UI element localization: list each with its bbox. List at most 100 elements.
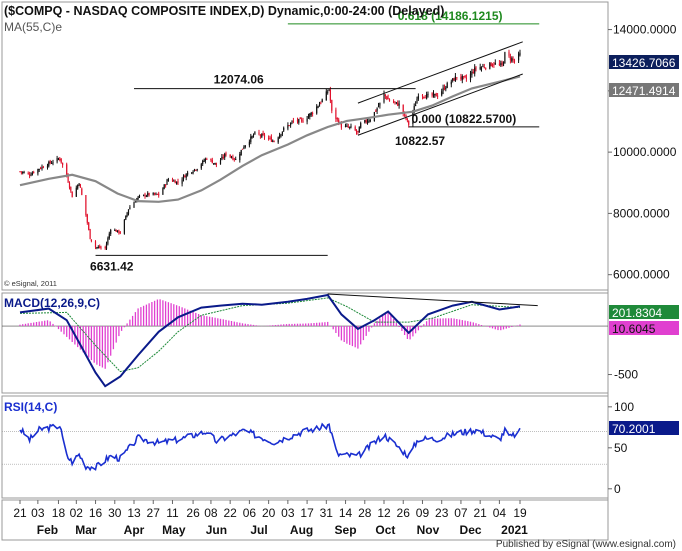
macd-tick-label: -500 xyxy=(614,368,638,382)
day-tick-label: 23 xyxy=(435,506,449,520)
candle-body xyxy=(268,138,269,139)
candle-body xyxy=(99,246,100,247)
candle-body xyxy=(312,113,313,114)
candle-body xyxy=(129,207,130,209)
candle-body xyxy=(90,229,91,239)
candle-body xyxy=(298,119,299,123)
candle-body xyxy=(95,241,96,247)
candle-body xyxy=(30,175,31,176)
candle-body xyxy=(345,126,346,127)
day-tick-label: 28 xyxy=(358,506,372,520)
candle-body xyxy=(166,180,167,185)
candle-body xyxy=(470,74,471,80)
candle-body xyxy=(127,213,128,216)
candle-body xyxy=(47,166,48,168)
candle-body xyxy=(422,95,423,96)
candle-body xyxy=(379,103,380,106)
candle-body xyxy=(205,159,206,161)
candle-body xyxy=(331,100,332,111)
candle-body xyxy=(58,159,59,160)
candle-body xyxy=(495,63,496,64)
candle-body xyxy=(133,202,134,207)
candle-body xyxy=(272,141,273,142)
candle-body xyxy=(182,180,183,184)
candle-body xyxy=(215,163,216,164)
candle-body xyxy=(253,135,254,136)
candle-body xyxy=(463,76,464,77)
candle-body xyxy=(43,167,44,168)
candle-body xyxy=(418,96,419,99)
fib-0000-label: 0.000 (10822.5700) xyxy=(411,112,516,126)
candle-body xyxy=(355,127,356,131)
day-tick-label: 08 xyxy=(204,506,218,520)
candle-body xyxy=(105,247,106,248)
day-tick-label: 20 xyxy=(262,506,276,520)
candle-body xyxy=(50,161,51,163)
candle-body xyxy=(154,193,155,195)
candle-body xyxy=(249,142,250,146)
month-label: 2021 xyxy=(501,523,528,537)
candle-body xyxy=(432,93,433,95)
candle-body xyxy=(441,91,442,95)
copyright-text: © eSignal, 2011 xyxy=(4,279,57,288)
candle-body xyxy=(348,127,349,128)
candle-body xyxy=(502,63,503,65)
candle-body xyxy=(293,121,294,122)
candle-body xyxy=(278,137,279,142)
day-tick-label: 19 xyxy=(513,506,527,520)
candle-body xyxy=(452,78,453,81)
candle-body xyxy=(147,193,148,195)
candle-body xyxy=(72,192,73,198)
candle-body xyxy=(146,196,147,197)
candle-body xyxy=(311,113,312,115)
day-tick-label: 03 xyxy=(31,506,45,520)
candle-body xyxy=(258,132,259,134)
candle-body xyxy=(389,99,390,101)
candle-body xyxy=(320,103,321,104)
candle-body xyxy=(510,57,511,60)
candle-body xyxy=(330,90,331,101)
candle-body xyxy=(289,125,290,126)
candle-body xyxy=(485,68,486,69)
candle-body xyxy=(183,176,184,179)
candle-body xyxy=(59,159,60,160)
candle-body xyxy=(157,194,158,195)
candle-body xyxy=(427,94,428,95)
candle-body xyxy=(366,120,367,122)
candle-body xyxy=(193,172,194,173)
month-label: Nov xyxy=(417,523,440,537)
day-tick-label: 04 xyxy=(493,506,507,520)
candle-body xyxy=(245,145,246,147)
candle-body xyxy=(350,126,351,127)
candle-body xyxy=(106,244,107,249)
candle-body xyxy=(436,93,437,96)
support-label: 6631.42 xyxy=(90,259,134,273)
candle-body xyxy=(213,163,214,164)
day-tick-label: 26 xyxy=(397,506,411,520)
candle-body xyxy=(153,193,154,195)
candle-body xyxy=(359,127,360,133)
candle-body xyxy=(201,164,202,168)
candle-body xyxy=(232,156,233,159)
candle-body xyxy=(223,157,224,158)
day-tick-label: 12 xyxy=(377,506,391,520)
month-label: Aug xyxy=(290,523,313,537)
candle-body xyxy=(109,234,110,239)
chart-title: ($COMPQ - NASDAQ COMPOSITE INDEX,D) Dyna… xyxy=(4,4,444,18)
candle-body xyxy=(117,230,118,232)
day-tick-label: 03 xyxy=(281,506,295,520)
candle-body xyxy=(21,171,22,172)
candle-body xyxy=(204,161,205,162)
day-tick-label: 06 xyxy=(243,506,257,520)
candle-body xyxy=(500,63,501,65)
candle-body xyxy=(158,194,159,196)
candle-body xyxy=(356,131,357,132)
candle-body xyxy=(173,181,174,182)
candle-body xyxy=(327,92,328,93)
candle-body xyxy=(287,125,288,128)
candle-body xyxy=(360,123,361,128)
candle-body xyxy=(326,91,327,100)
candle-body xyxy=(165,185,166,186)
candle-body xyxy=(39,169,40,170)
candle-body xyxy=(484,67,485,68)
